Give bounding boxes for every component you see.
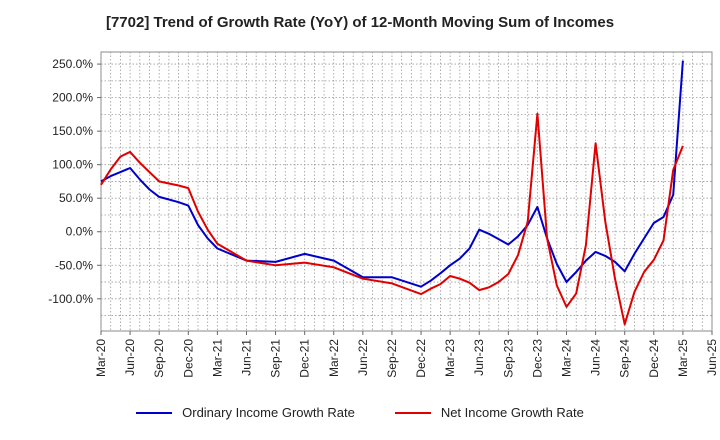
x-tick-label: Dec-20 [181, 339, 195, 378]
x-tick-label: Mar-21 [210, 339, 224, 377]
x-tick-label: Dec-23 [530, 339, 544, 378]
x-tick-label: Mar-23 [443, 339, 457, 377]
legend-item-net: Net Income Growth Rate [394, 405, 584, 420]
x-tick-label: Dec-21 [298, 339, 312, 378]
legend-label-ordinary: Ordinary Income Growth Rate [182, 405, 355, 420]
series-line-ordinary-income [100, 60, 684, 288]
x-tick-label: Sep-21 [269, 339, 283, 378]
legend-label-net: Net Income Growth Rate [440, 405, 584, 420]
x-tick-label: Mar-25 [676, 339, 690, 377]
x-tick-label: Mar-22 [327, 339, 341, 377]
y-tick-label: 50.0% [59, 191, 93, 205]
y-tick-label: 100.0% [52, 158, 93, 172]
x-tick-label: Jun-20 [123, 339, 137, 376]
chart-title: [7702] Trend of Growth Rate (YoY) of 12-… [105, 14, 615, 31]
x-tick-label: Mar-20 [94, 339, 108, 377]
legend: Ordinary Income Growth Rate Net Income G… [0, 405, 720, 420]
x-tick-label: Sep-24 [618, 339, 632, 378]
y-tick-label: -100.0% [48, 292, 93, 306]
x-tick-label: Jun-21 [239, 339, 253, 376]
series-line-net-income [100, 112, 684, 326]
y-tick-label: 0.0% [66, 225, 94, 239]
x-tick-label: Dec-24 [647, 339, 661, 378]
legend-item-ordinary: Ordinary Income Growth Rate [136, 405, 355, 420]
x-tick-label: Jun-24 [589, 339, 603, 376]
x-tick-label: Jun-25 [705, 339, 719, 376]
x-tick-label: Mar-24 [560, 339, 574, 377]
legend-swatch-ordinary [136, 411, 173, 414]
x-tick-label: Sep-22 [385, 339, 399, 378]
y-tick-label: 250.0% [52, 57, 93, 71]
x-tick-label: Jun-23 [472, 339, 486, 376]
y-tick-label: -50.0% [55, 258, 93, 272]
x-tick-label: Sep-23 [501, 339, 515, 378]
legend-swatch-net [394, 411, 431, 414]
y-tick-label: 150.0% [52, 124, 93, 138]
x-tick-label: Dec-22 [414, 339, 428, 378]
x-tick-label: Jun-22 [356, 339, 370, 376]
plot-frame [100, 51, 713, 332]
y-tick-label: 200.0% [52, 91, 93, 105]
x-tick-label: Sep-20 [152, 339, 166, 378]
